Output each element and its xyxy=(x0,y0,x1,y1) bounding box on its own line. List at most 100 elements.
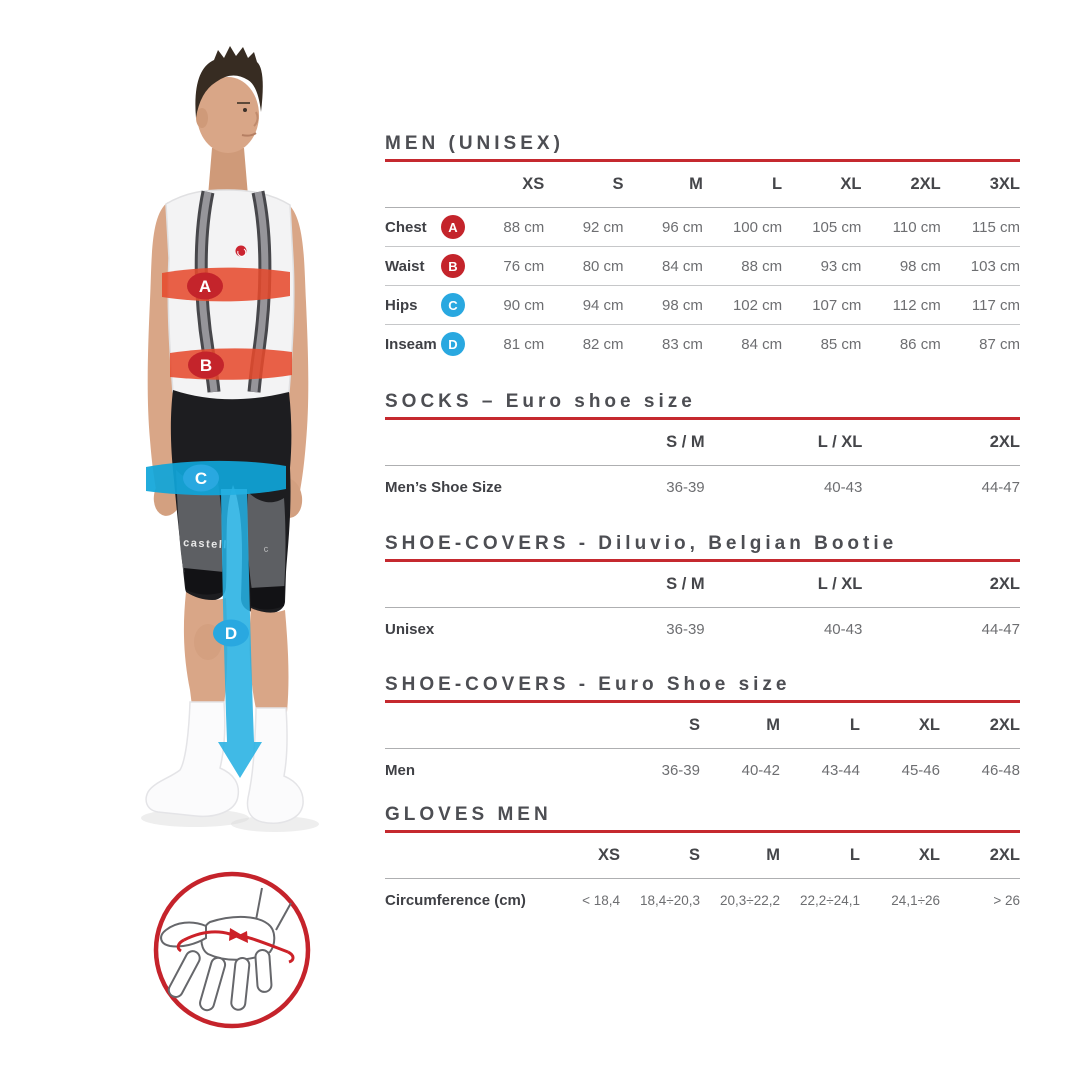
measure-badge-c: C xyxy=(441,293,465,317)
table-row-waist: Waist B 76 cm 80 cm 84 cm 88 cm 93 cm 98… xyxy=(385,246,1020,285)
cell-value: 83 cm xyxy=(661,335,703,353)
chest-band xyxy=(162,267,290,302)
col-header: S xyxy=(688,846,700,864)
row-label: Inseam xyxy=(385,335,437,353)
cell-value: 40-42 xyxy=(741,761,780,779)
cell-value: 18,4÷20,3 xyxy=(640,892,700,908)
cell-value: 110 cm xyxy=(892,218,941,236)
cell-value: 93 cm xyxy=(820,257,862,275)
row-label: Hips xyxy=(385,296,418,314)
col-header: XL xyxy=(840,175,862,193)
table-header-row: S / M L / XL 2XL xyxy=(385,562,1020,608)
bib-shorts: castelli c xyxy=(170,390,292,614)
svg-text:c: c xyxy=(263,544,269,554)
col-header: L / XL xyxy=(817,575,863,593)
table-header-row: S M L XL 2XL xyxy=(385,703,1020,749)
table-header-row: S / M L / XL 2XL xyxy=(385,420,1020,466)
svg-text:B: B xyxy=(200,356,212,375)
col-header: L / XL xyxy=(817,433,863,451)
hair xyxy=(195,46,263,118)
cell-value: 43-44 xyxy=(821,761,860,779)
cell-value: 80 cm xyxy=(582,257,624,275)
row-label: Waist xyxy=(385,257,425,275)
measure-arrows xyxy=(176,930,295,964)
svg-text:A: A xyxy=(199,277,211,296)
col-header: S xyxy=(688,716,700,734)
cell-value: 107 cm xyxy=(812,296,862,314)
table-row-circumference: Circumference (cm) < 18,4 18,4÷20,3 20,3… xyxy=(385,879,1020,921)
cell-value: 81 cm xyxy=(503,335,545,353)
col-header: L xyxy=(772,175,783,193)
table-title: GLOVES MEN xyxy=(385,804,552,825)
cell-value: 102 cm xyxy=(732,296,783,314)
cell-value: 44-47 xyxy=(981,478,1020,496)
glove-measure-icon xyxy=(153,871,311,1029)
table-header-row: XS S M L XL 2XL xyxy=(385,833,1020,879)
col-header: XS xyxy=(597,846,620,864)
cell-value: 98 cm xyxy=(899,257,941,275)
cell-value: 115 cm xyxy=(971,218,1020,236)
cell-value: 45-46 xyxy=(901,761,940,779)
cell-value: 46-48 xyxy=(981,761,1020,779)
table-row-inseam: Inseam D 81 cm 82 cm 83 cm 84 cm 85 cm 8… xyxy=(385,324,1020,363)
col-header: XL xyxy=(918,716,940,734)
col-header: M xyxy=(766,846,780,864)
figure-badge-a: A xyxy=(187,272,223,300)
figure-badge-c: C xyxy=(183,464,219,492)
cell-value: 100 cm xyxy=(732,218,783,236)
head xyxy=(195,46,263,201)
cell-value: 90 cm xyxy=(503,296,545,314)
cell-value: 94 cm xyxy=(582,296,624,314)
socks xyxy=(145,701,304,824)
cell-value: 36-39 xyxy=(661,761,700,779)
table-socks: SOCKS – Euro shoe size S / M L / XL 2XL … xyxy=(385,391,1020,508)
col-header: S xyxy=(612,175,624,193)
cell-value: 87 cm xyxy=(979,335,1020,353)
row-label: Men’s Shoe Size xyxy=(385,478,502,496)
col-header: 2XL xyxy=(989,575,1020,593)
cell-value: 103 cm xyxy=(970,257,1020,275)
cell-value: 36-39 xyxy=(666,620,705,638)
table-row-mens-shoe-size: Men’s Shoe Size 36-39 40-43 44-47 xyxy=(385,466,1020,508)
cell-value: 22,2÷24,1 xyxy=(800,892,860,908)
col-header: 2XL xyxy=(989,846,1020,864)
cell-value: 88 cm xyxy=(503,218,545,236)
table-title: MEN (UNISEX) xyxy=(385,133,564,154)
cell-value: 88 cm xyxy=(741,257,783,275)
cell-value: 117 cm xyxy=(971,296,1020,314)
col-header: 2XL xyxy=(989,716,1020,734)
figure-badges: A B C D xyxy=(183,272,249,647)
table-gloves-men: GLOVES MEN XS S M L XL 2XL Circumference… xyxy=(385,804,1020,921)
title-underline xyxy=(385,830,1020,833)
title-underline xyxy=(385,159,1020,162)
col-header: 3XL xyxy=(989,175,1020,193)
cell-value: 86 cm xyxy=(899,335,941,353)
table-title: SHOE-COVERS - Euro Shoe size xyxy=(385,674,791,695)
cell-value: 44-47 xyxy=(981,620,1020,638)
measure-badge-a: A xyxy=(441,215,465,239)
cell-value: 20,3÷22,2 xyxy=(720,892,780,908)
col-header: 2XL xyxy=(910,175,941,193)
title-underline xyxy=(385,559,1020,562)
row-label: Circumference (cm) xyxy=(385,891,526,909)
table-row-chest: Chest A 88 cm 92 cm 96 cm 100 cm 105 cm … xyxy=(385,208,1020,246)
col-header: S / M xyxy=(666,433,705,451)
measure-badge-b: B xyxy=(441,254,465,278)
cell-value: 112 cm xyxy=(892,296,941,314)
measure-badge-d: D xyxy=(441,332,465,356)
col-header: L xyxy=(849,716,860,734)
cell-value: < 18,4 xyxy=(582,892,620,908)
title-underline xyxy=(385,700,1020,703)
cell-value: 24,1÷26 xyxy=(891,892,940,908)
cell-value: 105 cm xyxy=(812,218,862,236)
table-title: SHOE-COVERS - Diluvio, Belgian Bootie xyxy=(385,533,898,554)
face xyxy=(197,77,259,153)
table-header-row: XS S M L XL 2XL 3XL xyxy=(385,162,1020,208)
cell-value: 40-43 xyxy=(823,478,863,496)
table-men-unisex: MEN (UNISEX) XS S M L XL 2XL 3XL Chest A… xyxy=(385,133,1020,363)
cell-value: 82 cm xyxy=(582,335,624,353)
svg-text:C: C xyxy=(195,469,207,488)
col-header: L xyxy=(849,846,860,864)
table-row-unisex: Unisex 36-39 40-43 44-47 xyxy=(385,608,1020,650)
